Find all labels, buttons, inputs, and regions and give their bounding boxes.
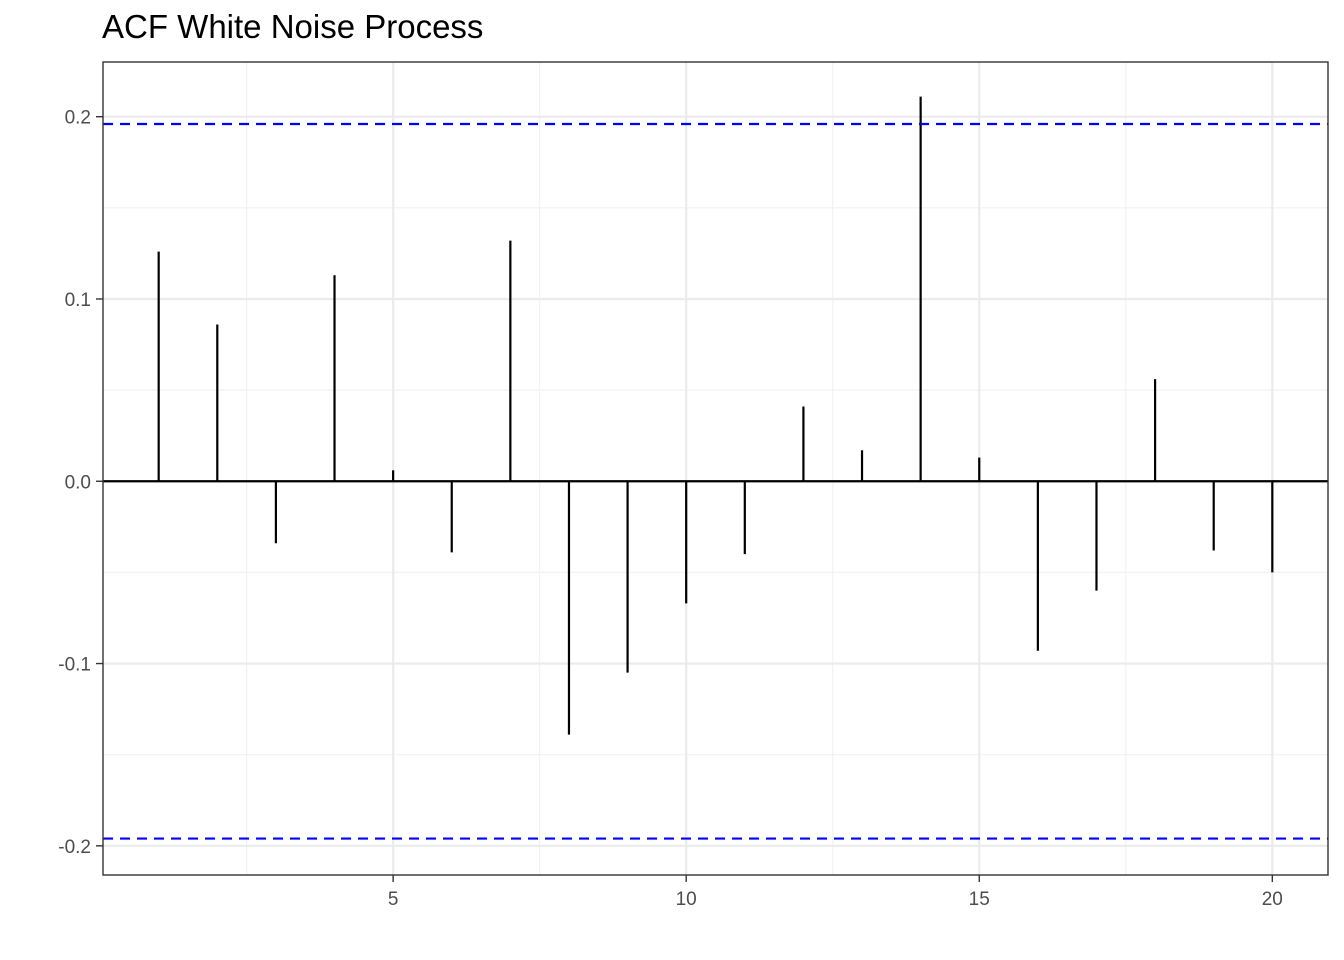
grid-major (103, 62, 1328, 875)
x-tick-label: 15 (969, 889, 990, 910)
grid-minor (103, 62, 1328, 875)
panel-border (102, 61, 1329, 876)
chart-title: ACF White Noise Process (102, 8, 484, 45)
x-axis: 5 10 15 20 (388, 875, 1283, 910)
y-tick-label: 0.0 (65, 472, 91, 493)
x-tick-label: 20 (1262, 889, 1283, 910)
y-axis: -0.2 -0.1 0.0 0.1 0.2 (58, 108, 103, 858)
y-tick-label: 0.2 (65, 108, 91, 129)
x-tick-label: 5 (388, 889, 399, 910)
y-tick-label: -0.1 (58, 655, 91, 676)
y-tick-label: 0.1 (65, 290, 91, 311)
y-tick-label: -0.2 (58, 837, 91, 858)
acf-bars (157, 96, 1274, 735)
confidence-bounds (103, 122, 1328, 840)
x-tick-label: 10 (676, 889, 697, 910)
